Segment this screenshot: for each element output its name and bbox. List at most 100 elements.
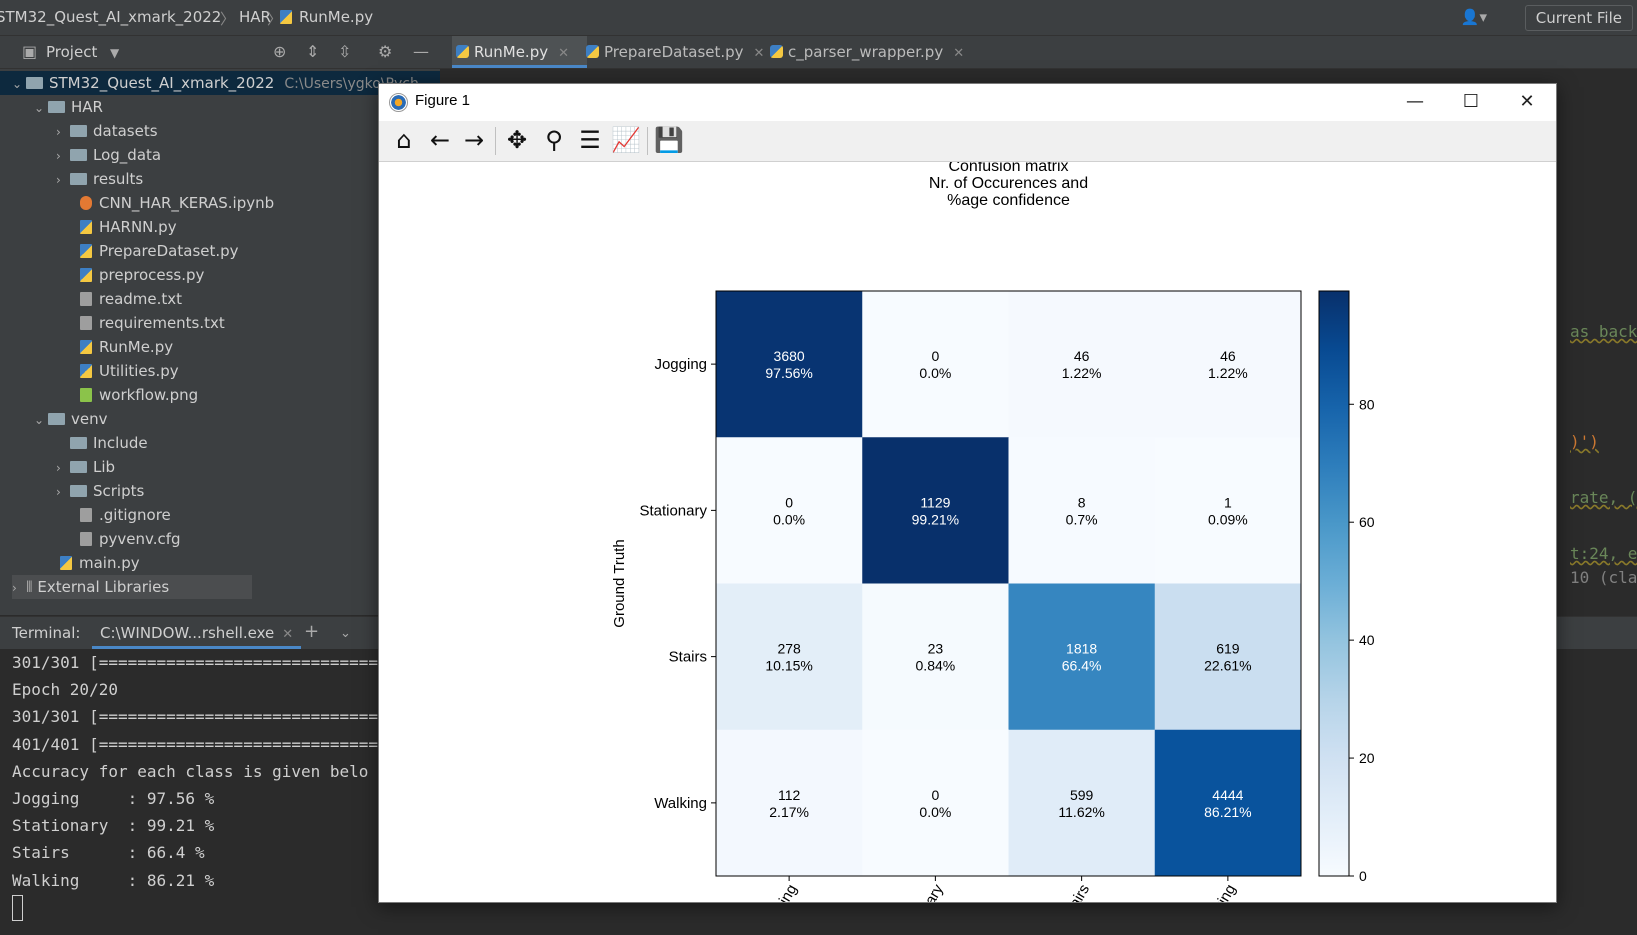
- chevron-down-icon: ⌄: [12, 77, 23, 91]
- chevron-down-icon[interactable]: ⌄: [340, 626, 351, 641]
- tree-file-main[interactable]: main.py: [60, 551, 140, 575]
- save-icon[interactable]: 💾: [654, 126, 684, 154]
- colorbar-tick-label: 0: [1359, 868, 1367, 884]
- heatmap-cell: [862, 291, 1009, 438]
- tree-root[interactable]: ⌄ STM32_Quest_AI_xmark_2022 C:\Users\ygko\…: [0, 71, 440, 95]
- close-icon[interactable]: ✕: [753, 46, 765, 61]
- breadcrumb-file[interactable]: RunMe.py: [280, 8, 373, 26]
- tree-folder-label: venv: [71, 410, 108, 428]
- user-icon[interactable]: 👤▾: [1460, 8, 1487, 26]
- tree-item[interactable]: readme.txt: [80, 287, 182, 311]
- tree-item[interactable]: Include: [56, 431, 148, 455]
- edit-axis-icon[interactable]: 📈: [611, 126, 641, 154]
- breadcrumb-har[interactable]: HAR: [239, 8, 271, 26]
- tree-item[interactable]: preprocess.py: [80, 263, 204, 287]
- folder-icon: [70, 485, 87, 497]
- cell-percent-label: 1.22%: [1062, 365, 1102, 381]
- tree-item-label: RunMe.py: [99, 338, 174, 356]
- tab-label: c_parser_wrapper.py: [788, 43, 944, 61]
- tree-item[interactable]: Utilities.py: [80, 359, 179, 383]
- cell-count-label: 1: [1224, 494, 1232, 510]
- tree-item[interactable]: CNN_HAR_KERAS.ipynb: [80, 191, 274, 215]
- maximize-button[interactable]: ☐: [1462, 91, 1480, 112]
- collapse-all-icon[interactable]: ⇳: [338, 42, 352, 61]
- tree-item[interactable]: › datasets: [56, 119, 158, 143]
- terminal-line: Stationary : 99.21 %: [12, 816, 215, 836]
- tree-folder-har[interactable]: ⌄ HAR: [34, 95, 103, 119]
- tree-item[interactable]: requirements.txt: [80, 311, 225, 335]
- figure-toolbar: ⌂ ← → ✥ ⚲ ☰ 📈 💾: [379, 121, 1556, 162]
- project-view-label[interactable]: Project: [46, 43, 98, 61]
- tab-runme[interactable]: RunMe.py ✕: [452, 36, 587, 68]
- tree-item-label: Lib: [93, 458, 116, 476]
- plus-icon[interactable]: +: [304, 621, 320, 642]
- run-configuration-dropdown[interactable]: Current File: [1524, 5, 1633, 31]
- cell-percent-label: 66.4%: [1062, 658, 1102, 674]
- tree-item[interactable]: › Lib: [56, 455, 115, 479]
- figure-window: Figure 1 — ☐ ✕ ⌂ ← → ✥ ⚲ ☰ 📈 💾 Confusion…: [378, 83, 1557, 935]
- tree-item[interactable]: HARNN.py: [80, 215, 177, 239]
- tree-item[interactable]: pyvenv.cfg: [80, 527, 181, 551]
- cell-percent-label: 10.15%: [765, 658, 812, 674]
- python-file-icon: [60, 556, 72, 570]
- tree-item-label: readme.txt: [99, 290, 183, 308]
- breadcrumb-separator: 〉: [267, 10, 283, 28]
- tree-item-label: datasets: [93, 122, 158, 140]
- gear-icon[interactable]: ⚙: [378, 42, 393, 61]
- configure-subplots-icon[interactable]: ☰: [579, 126, 601, 154]
- tree-item[interactable]: RunMe.py: [80, 335, 173, 359]
- close-icon[interactable]: ✕: [953, 46, 965, 61]
- colorbar: [1318, 290, 1350, 877]
- tree-item[interactable]: PrepareDataset.py: [80, 239, 239, 263]
- tab-c-parser-wrapper[interactable]: c_parser_wrapper.py ✕: [766, 36, 964, 68]
- tab-preparedataset[interactable]: PrepareDataset.py ✕: [582, 36, 764, 68]
- notebook-file-icon: [80, 196, 92, 210]
- tree-item[interactable]: workflow.png: [80, 383, 198, 407]
- close-icon[interactable]: ✕: [282, 627, 294, 642]
- heatmap-cell: [1008, 437, 1156, 584]
- minimize-button[interactable]: —: [1406, 91, 1424, 112]
- tree-root-label: STM32_Quest_AI_xmark_2022: [49, 74, 275, 92]
- code-fragment: 10 (clas: [1570, 568, 1637, 587]
- folder-icon: [70, 125, 87, 137]
- expand-all-icon[interactable]: ⇕: [306, 42, 320, 61]
- tree-item-label: PrepareDataset.py: [99, 242, 239, 260]
- tree-item[interactable]: › Log_data: [56, 143, 161, 167]
- python-file-icon: [80, 220, 92, 234]
- folder-icon: [70, 149, 87, 161]
- pan-icon[interactable]: ✥: [506, 126, 528, 154]
- file-icon: [80, 508, 92, 522]
- chart-title: Confusion matrix: [948, 162, 1068, 175]
- code-fragment: t:24, ec: [1570, 544, 1637, 563]
- tree-item-label: results: [93, 170, 144, 188]
- minimize-panel-icon[interactable]: —: [413, 42, 429, 61]
- chevron-down-icon[interactable]: ▼: [110, 46, 120, 60]
- tree-folder-venv[interactable]: ⌄ venv: [34, 407, 108, 431]
- terminal-line: Accuracy for each class is given belo: [12, 761, 369, 781]
- tree-external-libraries[interactable]: › ⦀ External Libraries: [12, 575, 252, 599]
- zoom-icon[interactable]: ⚲: [545, 126, 563, 154]
- chevron-right-icon: ›: [56, 125, 61, 139]
- close-icon[interactable]: ✕: [558, 46, 570, 61]
- figure-canvas[interactable]: Confusion matrix Nr. of Occurences and %ag…: [379, 158, 1556, 935]
- breadcrumb-project[interactable]: STM32_Quest_AI_xmark_2022: [0, 8, 222, 26]
- terminal-tab[interactable]: C:\WINDOW...rshell.exe ✕: [92, 617, 302, 649]
- back-arrow-icon[interactable]: ←: [429, 126, 451, 154]
- tree-item[interactable]: › results: [56, 167, 143, 191]
- heatmap-cell: [1154, 291, 1302, 438]
- terminal-cursor: [12, 895, 23, 921]
- tree-item[interactable]: › Scripts: [56, 479, 144, 503]
- home-icon[interactable]: ⌂: [396, 126, 412, 154]
- tree-item[interactable]: .gitignore: [80, 503, 171, 527]
- breadcrumb-file-label: RunMe.py: [299, 8, 374, 26]
- heatmap-cell: [1154, 729, 1302, 877]
- close-button[interactable]: ✕: [1519, 91, 1535, 112]
- heatmap-cell: [716, 437, 863, 584]
- forward-arrow-icon[interactable]: →: [463, 126, 485, 154]
- folder-icon: [48, 101, 65, 113]
- chevron-right-icon: ›: [56, 149, 61, 163]
- tree-item-label: Utilities.py: [99, 362, 179, 380]
- locate-icon[interactable]: ⊕: [273, 42, 287, 61]
- folder-icon: [70, 437, 87, 449]
- tab-label: PrepareDataset.py: [604, 43, 744, 61]
